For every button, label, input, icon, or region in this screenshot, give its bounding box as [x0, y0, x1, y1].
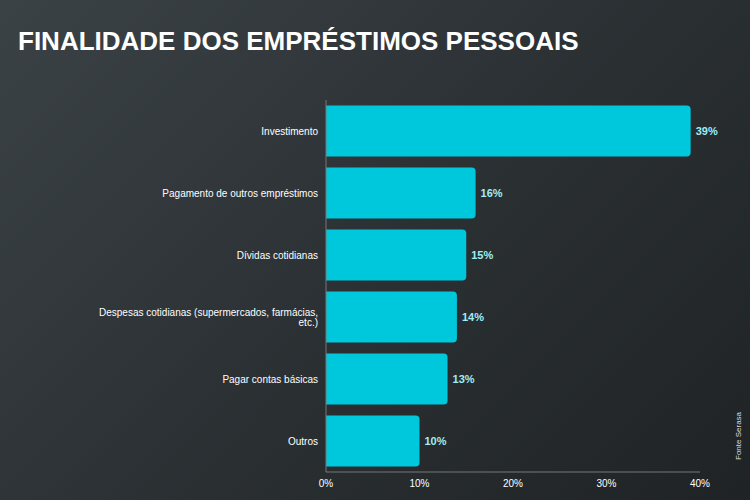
svg-text:Investimento: Investimento	[261, 126, 318, 137]
svg-text:13%: 13%	[453, 373, 475, 385]
svg-text:Despesas cotidianas (supermerc: Despesas cotidianas (supermercados, farm…	[99, 307, 318, 328]
svg-text:14%: 14%	[462, 311, 484, 323]
svg-text:39%: 39%	[696, 125, 718, 137]
svg-text:0%: 0%	[319, 478, 334, 489]
svg-text:16%: 16%	[481, 187, 503, 199]
svg-text:Pagar contas básicas: Pagar contas básicas	[222, 374, 318, 385]
svg-text:30%: 30%	[596, 478, 616, 489]
html-text:FINALIDADE DOS EMPRÉSTIMOS PES: FINALIDADE DOS EMPRÉSTIMOS PESSOAIS	[18, 26, 579, 56]
svg-text:10%: 10%	[425, 435, 447, 447]
svg-text:40%: 40%	[690, 478, 710, 489]
svg-text:Dívidas cotidianas: Dívidas cotidianas	[237, 250, 318, 261]
svg-text:10%: 10%	[409, 478, 429, 489]
svg-text:20%: 20%	[503, 478, 523, 489]
svg-text:Pagamento de outros empréstimo: Pagamento de outros empréstimos	[162, 188, 318, 199]
svg-text:Outros: Outros	[288, 436, 318, 447]
svg-text:15%: 15%	[471, 249, 493, 261]
html-text:Fonte Serasa: Fonte Serasa	[734, 412, 743, 460]
